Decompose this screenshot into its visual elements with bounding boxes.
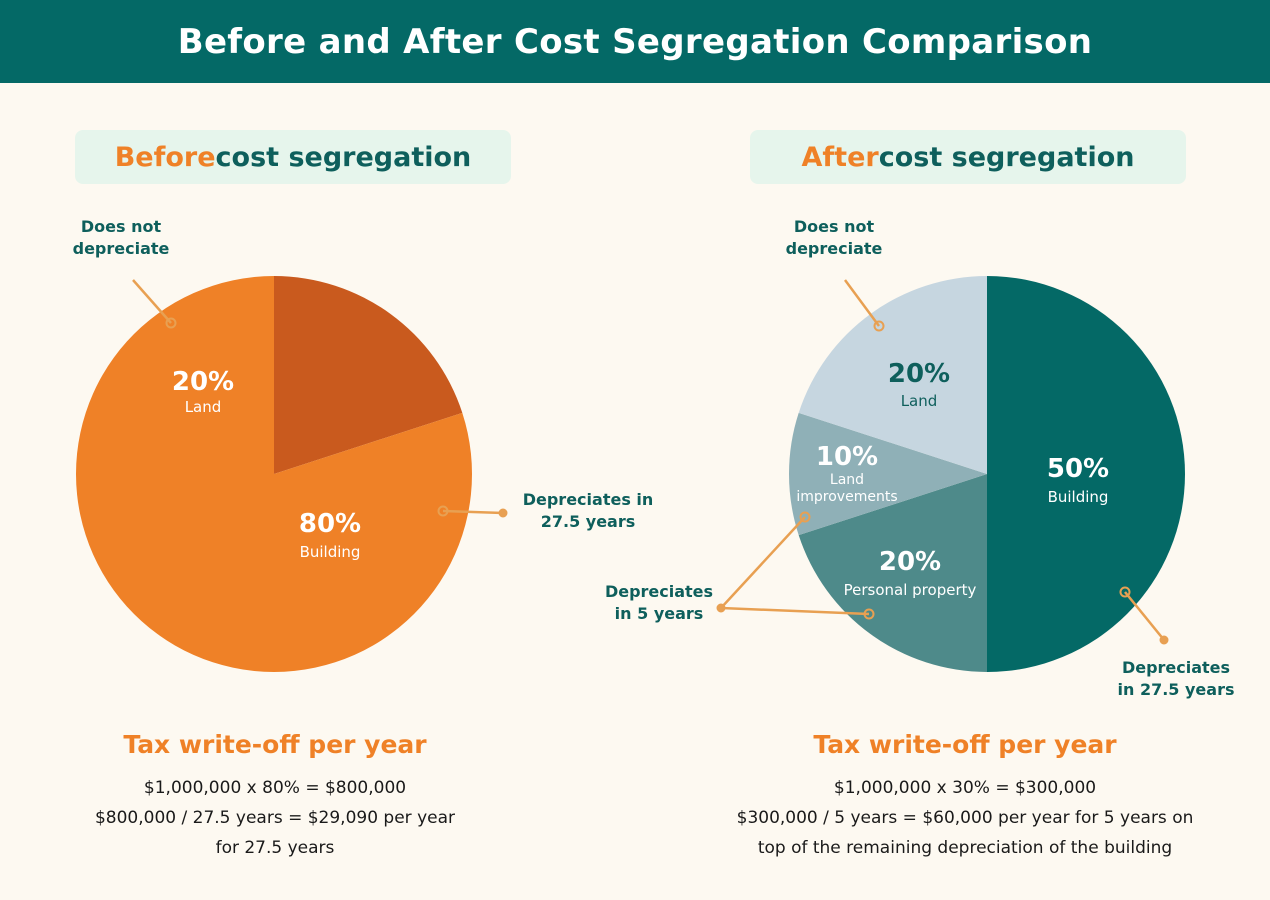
after-leader-building-start	[1119, 586, 1131, 598]
after-leader-building-end	[1159, 635, 1169, 645]
after-summary-line-3: top of the remaining depreciation of the…	[757, 838, 1173, 858]
after-label-building: Building	[1048, 488, 1109, 506]
before-summary: Tax write-off per year $1,000,000 x 80% …	[40, 730, 510, 863]
after-summary-line-1: $1,000,000 x 30% = $300,000	[833, 778, 1097, 798]
after-label-land-improvements: Land improvements	[796, 472, 897, 505]
before-summary-title: Tax write-off per year	[123, 730, 427, 759]
after-leader-land-end	[873, 320, 885, 332]
after-pct-land: 20%	[888, 359, 950, 389]
after-leader-5-years-start	[716, 603, 726, 613]
after-label-personal-property: Personal property	[844, 581, 977, 599]
after-callout-does-not-depreciate: Does not depreciate	[786, 217, 883, 258]
after-heading-highlight: After	[801, 141, 879, 173]
after-pie-chart: 50% Building 20% Personal property 10%Land im…	[788, 276, 1185, 672]
before-summary-line-2: $800,000 / 27.5 years = $29,090 per year	[94, 808, 455, 828]
after-slice-building	[987, 276, 1185, 672]
after-slice-land	[798, 276, 987, 474]
after-pct-personal-property: 20%	[879, 547, 941, 577]
before-slice-land	[274, 276, 463, 474]
before-summary-line-3: for 27.5 years	[215, 838, 335, 858]
after-callout-depreciates-5: Depreciates in 5 years	[605, 582, 713, 623]
before-label-land: Land	[185, 398, 222, 416]
before-leader-building-end	[498, 508, 508, 518]
before-leader-building-start	[437, 505, 449, 517]
before-heading: Before cost segregation	[75, 130, 511, 184]
before-callout-depreciates-27: Depreciates in 27.5 years	[523, 490, 654, 531]
before-heading-highlight: Before	[114, 141, 216, 173]
after-leader-land	[843, 279, 881, 327]
after-callout-depreciates-27: Depreciates in 27.5 years	[1118, 658, 1235, 699]
after-leader-land-improvements-end	[799, 511, 811, 523]
page-title: Before and After Cost Segregation Compar…	[177, 21, 1093, 62]
after-summary-title: Tax write-off per year	[813, 730, 1117, 759]
callout-layer: Does not depreciate Depreciates in 27.5 yea…	[73, 217, 1235, 699]
after-heading: After cost segregation	[750, 130, 1186, 184]
before-leader-building	[442, 509, 504, 515]
after-slice-personal-property	[798, 474, 987, 672]
after-pct-building: 50%	[1047, 454, 1109, 484]
before-pct-building: 80%	[299, 509, 361, 539]
before-leader-land	[132, 279, 172, 324]
after-label-land: Land	[901, 392, 938, 410]
after-leader-building	[1124, 591, 1165, 641]
after-pct-land-improvements: 10%	[816, 442, 878, 472]
before-label-building: Building	[300, 543, 361, 561]
before-slice-building	[76, 276, 473, 672]
after-slice-land-improvements	[788, 412, 987, 536]
after-summary: Tax write-off per year $1,000,000 x 30% …	[690, 730, 1240, 863]
before-heading-rest: cost segregation	[215, 141, 472, 173]
before-pie-chart: 20%Land 80% Building	[76, 276, 473, 672]
before-summary-line-1: $1,000,000 x 80% = $800,000	[143, 778, 407, 798]
before-leader-land-end	[165, 317, 177, 329]
before-pct-land: 20%	[172, 367, 234, 397]
after-leader-personal-property-end	[863, 608, 875, 620]
after-summary-line-2: $300,000 / 5 years = $60,000 per year fo…	[736, 808, 1194, 828]
before-callout-does-not-depreciate: Does not depreciate	[73, 217, 170, 258]
title-banner: Before and After Cost Segregation Compar…	[0, 0, 1270, 83]
after-heading-rest: cost segregation	[878, 141, 1135, 173]
